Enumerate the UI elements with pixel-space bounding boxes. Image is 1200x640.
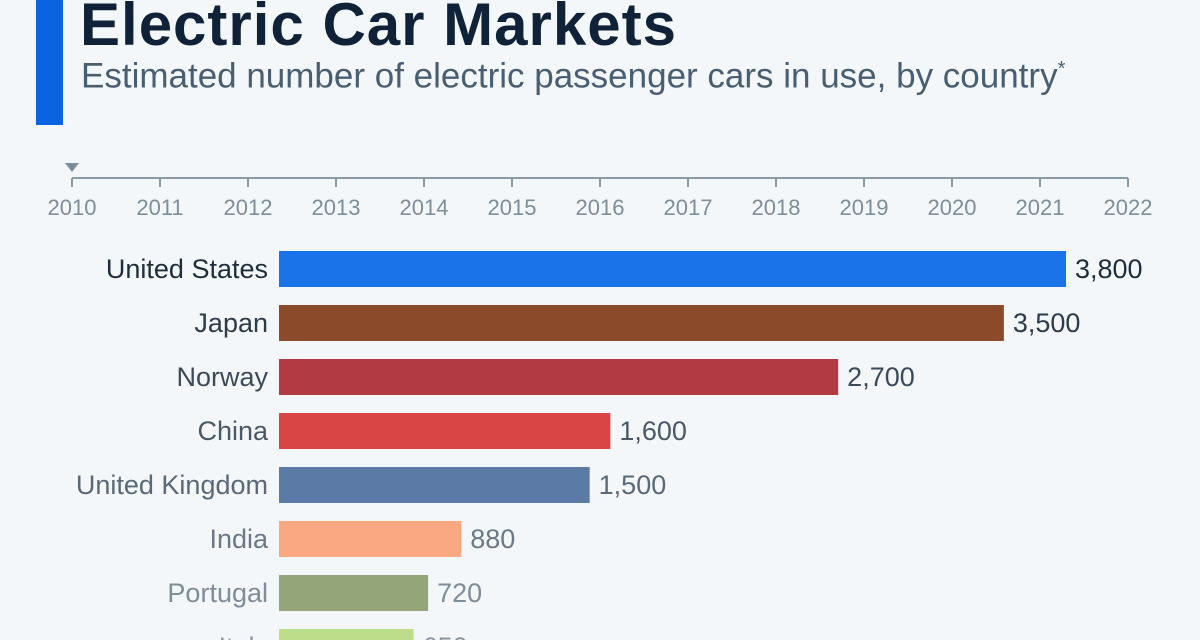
timeline-year-2013[interactable]: 2013: [312, 195, 361, 220]
timeline-year-2021[interactable]: 2021: [1016, 195, 1065, 220]
value-label: 3,800: [1075, 254, 1143, 284]
category-label: Japan: [194, 308, 268, 338]
value-label: 880: [470, 524, 515, 554]
category-label: Portugal: [167, 578, 268, 608]
timeline-year-2012[interactable]: 2012: [224, 195, 273, 220]
accent-bar: [36, 0, 63, 125]
timeline-marker-icon[interactable]: [65, 163, 79, 172]
timeline-year-2017[interactable]: 2017: [664, 195, 713, 220]
category-label: India: [209, 524, 269, 554]
value-label: 2,700: [847, 362, 915, 392]
timeline-year-2016[interactable]: 2016: [576, 195, 625, 220]
value-label: 720: [437, 578, 482, 608]
timeline-year-2022[interactable]: 2022: [1104, 195, 1153, 220]
timeline-year-2018[interactable]: 2018: [752, 195, 801, 220]
chart-title: Electric Car Markets: [80, 0, 677, 58]
category-label: United States: [106, 254, 268, 284]
timeline-year-2011[interactable]: 2011: [136, 195, 183, 220]
category-label: China: [197, 416, 269, 446]
footnote-mark: *: [1057, 58, 1066, 80]
timeline-year-2020[interactable]: 2020: [928, 195, 977, 220]
category-label: Italy: [218, 632, 268, 640]
bar-italy: [279, 629, 414, 640]
category-label: United Kingdom: [76, 470, 268, 500]
timeline-year-2015[interactable]: 2015: [488, 195, 537, 220]
bar-india: [279, 521, 462, 557]
value-label: 3,500: [1013, 308, 1081, 338]
timeline-year-2010[interactable]: 2010: [48, 195, 97, 220]
category-label: Norway: [176, 362, 268, 392]
timeline-year-2019[interactable]: 2019: [840, 195, 889, 220]
bar-norway: [279, 359, 839, 395]
bar-portugal: [279, 575, 429, 611]
bar-japan: [279, 305, 1004, 341]
value-label: 1,500: [599, 470, 667, 500]
timeline-year-2014[interactable]: 2014: [400, 195, 449, 220]
chart-subtitle: Estimated number of electric passenger c…: [81, 46, 1081, 100]
value-label: 1,600: [619, 416, 687, 446]
value-label: 650: [423, 632, 468, 640]
subtitle-text: Estimated number of electric passenger c…: [81, 56, 1058, 96]
bar-united-kingdom: [279, 467, 590, 503]
bar-china: [279, 413, 611, 449]
bar-united-states: [279, 251, 1066, 287]
